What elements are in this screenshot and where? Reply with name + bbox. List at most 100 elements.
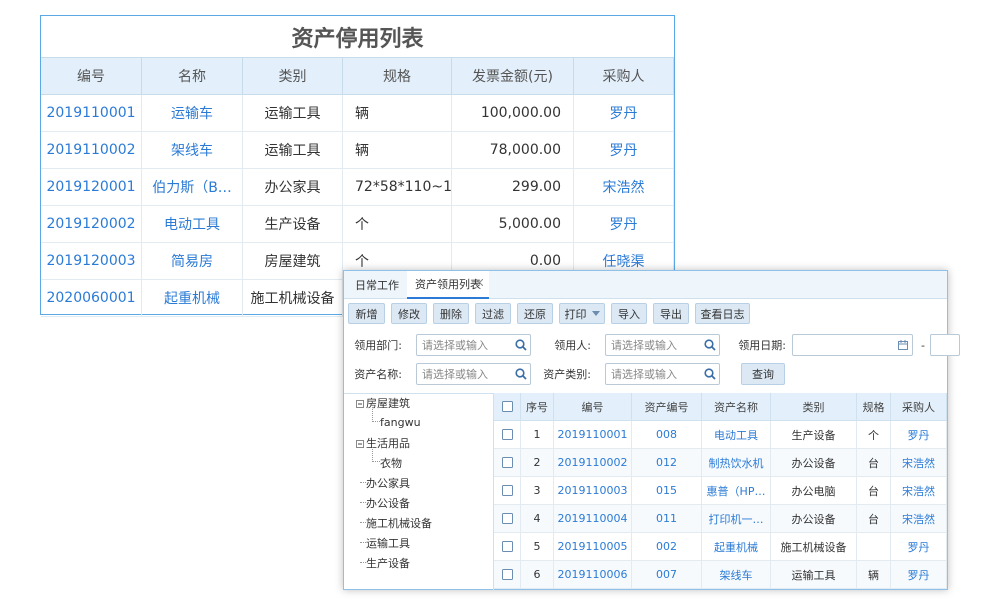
toolbar-button[interactable]: 还原 <box>517 303 553 324</box>
table-cell[interactable]: 2019120002 <box>41 206 142 243</box>
toolbar-button[interactable]: 导入 <box>611 303 647 324</box>
column-header: 发票金额(元) <box>452 58 574 95</box>
toolbar-button[interactable]: 修改 <box>391 303 427 324</box>
table-cell[interactable]: 2019110004 <box>554 505 632 533</box>
tree-node[interactable]: 施工机械设备 <box>366 516 432 530</box>
table-cell[interactable]: 电动工具 <box>702 421 771 449</box>
checkbox[interactable] <box>501 513 513 524</box>
table-cell[interactable]: 2020060001 <box>41 280 142 317</box>
table-cell[interactable]: 015 <box>632 477 702 505</box>
table-cell[interactable]: 011 <box>632 505 702 533</box>
table-cell[interactable] <box>494 449 521 477</box>
table-cell[interactable] <box>494 533 521 561</box>
table-cell[interactable]: 架线车 <box>142 132 243 169</box>
date-input[interactable] <box>792 334 913 356</box>
filter-label: 领用日期: <box>738 339 786 352</box>
table-cell[interactable]: 007 <box>632 561 702 589</box>
calendar-icon <box>898 340 908 350</box>
table-cell[interactable]: 2019110001 <box>554 421 632 449</box>
table-cell[interactable]: 2019120001 <box>41 169 142 206</box>
checkbox[interactable] <box>501 485 513 496</box>
date-input[interactable] <box>930 334 960 356</box>
tab[interactable]: 资产领用列表 <box>407 271 489 299</box>
tree-node[interactable]: 办公家具 <box>366 476 410 490</box>
column-header[interactable] <box>494 393 521 421</box>
table-cell[interactable] <box>494 477 521 505</box>
table-cell[interactable]: 罗丹 <box>574 95 674 132</box>
tree-node[interactable]: 生活用品 <box>366 436 410 450</box>
tree-line <box>372 407 380 422</box>
toolbar-button[interactable]: 打印 <box>559 303 605 324</box>
table-cell: 房屋建筑 <box>243 243 343 280</box>
tree-node[interactable]: fangwu <box>380 416 421 429</box>
table-cell[interactable]: 伯力斯（B… <box>142 169 243 206</box>
tab[interactable]: 日常工作 <box>355 279 399 292</box>
table-cell[interactable]: 惠普（HP… <box>702 477 771 505</box>
table-cell[interactable]: 2019110003 <box>554 477 632 505</box>
tree-node[interactable]: 房屋建筑 <box>366 396 410 410</box>
table-cell[interactable]: 电动工具 <box>142 206 243 243</box>
table-cell: 办公设备 <box>771 449 857 477</box>
tab-close[interactable] <box>475 276 484 287</box>
toolbar-button[interactable]: 查看日志 <box>695 303 750 324</box>
table-cell[interactable] <box>494 505 521 533</box>
table-cell[interactable]: 2019110001 <box>41 95 142 132</box>
placeholder: 请选择或输入 <box>611 368 677 381</box>
table-cell[interactable] <box>494 421 521 449</box>
table-cell[interactable]: 简易房 <box>142 243 243 280</box>
dropdown-arrow <box>591 311 600 316</box>
table-cell[interactable]: 002 <box>632 533 702 561</box>
search-icon <box>515 339 527 351</box>
minus-box <box>356 440 364 448</box>
tree-node[interactable]: 办公设备 <box>366 496 410 510</box>
tree-node[interactable]: 运输工具 <box>366 536 410 550</box>
table-cell[interactable]: 罗丹 <box>891 421 947 449</box>
toolbar-button[interactable]: 导出 <box>653 303 689 324</box>
table-cell[interactable]: 宋浩然 <box>891 505 947 533</box>
table-cell[interactable]: 罗丹 <box>574 132 674 169</box>
table-cell[interactable]: 2019110002 <box>554 449 632 477</box>
checkbox[interactable] <box>501 541 513 552</box>
checkbox[interactable] <box>501 401 513 412</box>
table-cell[interactable]: 2019110002 <box>41 132 142 169</box>
table-cell[interactable]: 起重机械 <box>142 280 243 317</box>
filter-input[interactable]: 请选择或输入 <box>416 363 531 385</box>
close-icon <box>475 278 484 287</box>
column-header: 类别 <box>771 393 857 421</box>
toolbar-button[interactable]: 过滤 <box>475 303 511 324</box>
table-cell[interactable]: 008 <box>632 421 702 449</box>
table-cell[interactable]: 罗丹 <box>574 206 674 243</box>
table-cell[interactable]: 制热饮水机 <box>702 449 771 477</box>
table-cell[interactable] <box>494 561 521 589</box>
table-cell[interactable]: 宋浩然 <box>891 477 947 505</box>
filter-label: 资产类别: <box>543 368 591 381</box>
table-cell[interactable]: 2019110005 <box>554 533 632 561</box>
checkbox[interactable] <box>501 457 513 468</box>
filter-input[interactable]: 请选择或输入 <box>416 334 531 356</box>
tree-node[interactable]: 生产设备 <box>366 556 410 570</box>
table-cell: 100,000.00 <box>452 95 574 132</box>
table-cell[interactable]: 运输车 <box>142 95 243 132</box>
table-cell[interactable]: 宋浩然 <box>891 449 947 477</box>
column-header: 序号 <box>521 393 554 421</box>
filter-label: 领用人: <box>554 339 591 352</box>
table-cell[interactable]: 宋浩然 <box>574 169 674 206</box>
query-button[interactable]: 查询 <box>741 363 785 385</box>
table-cell[interactable]: 2019110006 <box>554 561 632 589</box>
table-cell[interactable]: 罗丹 <box>891 561 947 589</box>
table-cell[interactable]: 打印机一… <box>702 505 771 533</box>
table-cell[interactable]: 012 <box>632 449 702 477</box>
filter-input[interactable]: 请选择或输入 <box>605 363 720 385</box>
checkbox[interactable] <box>501 429 513 440</box>
table-cell: 台 <box>857 477 891 505</box>
toolbar-button[interactable]: 新增 <box>348 303 385 324</box>
filter-input[interactable]: 请选择或输入 <box>605 334 720 356</box>
table-cell: 施工机械设备 <box>243 280 343 317</box>
table-cell[interactable]: 2019120003 <box>41 243 142 280</box>
table-cell[interactable]: 起重机械 <box>702 533 771 561</box>
tree-node[interactable]: 衣物 <box>380 456 402 470</box>
table-cell[interactable]: 罗丹 <box>891 533 947 561</box>
table-cell[interactable]: 架线车 <box>702 561 771 589</box>
checkbox[interactable] <box>501 569 513 580</box>
toolbar-button[interactable]: 删除 <box>433 303 469 324</box>
